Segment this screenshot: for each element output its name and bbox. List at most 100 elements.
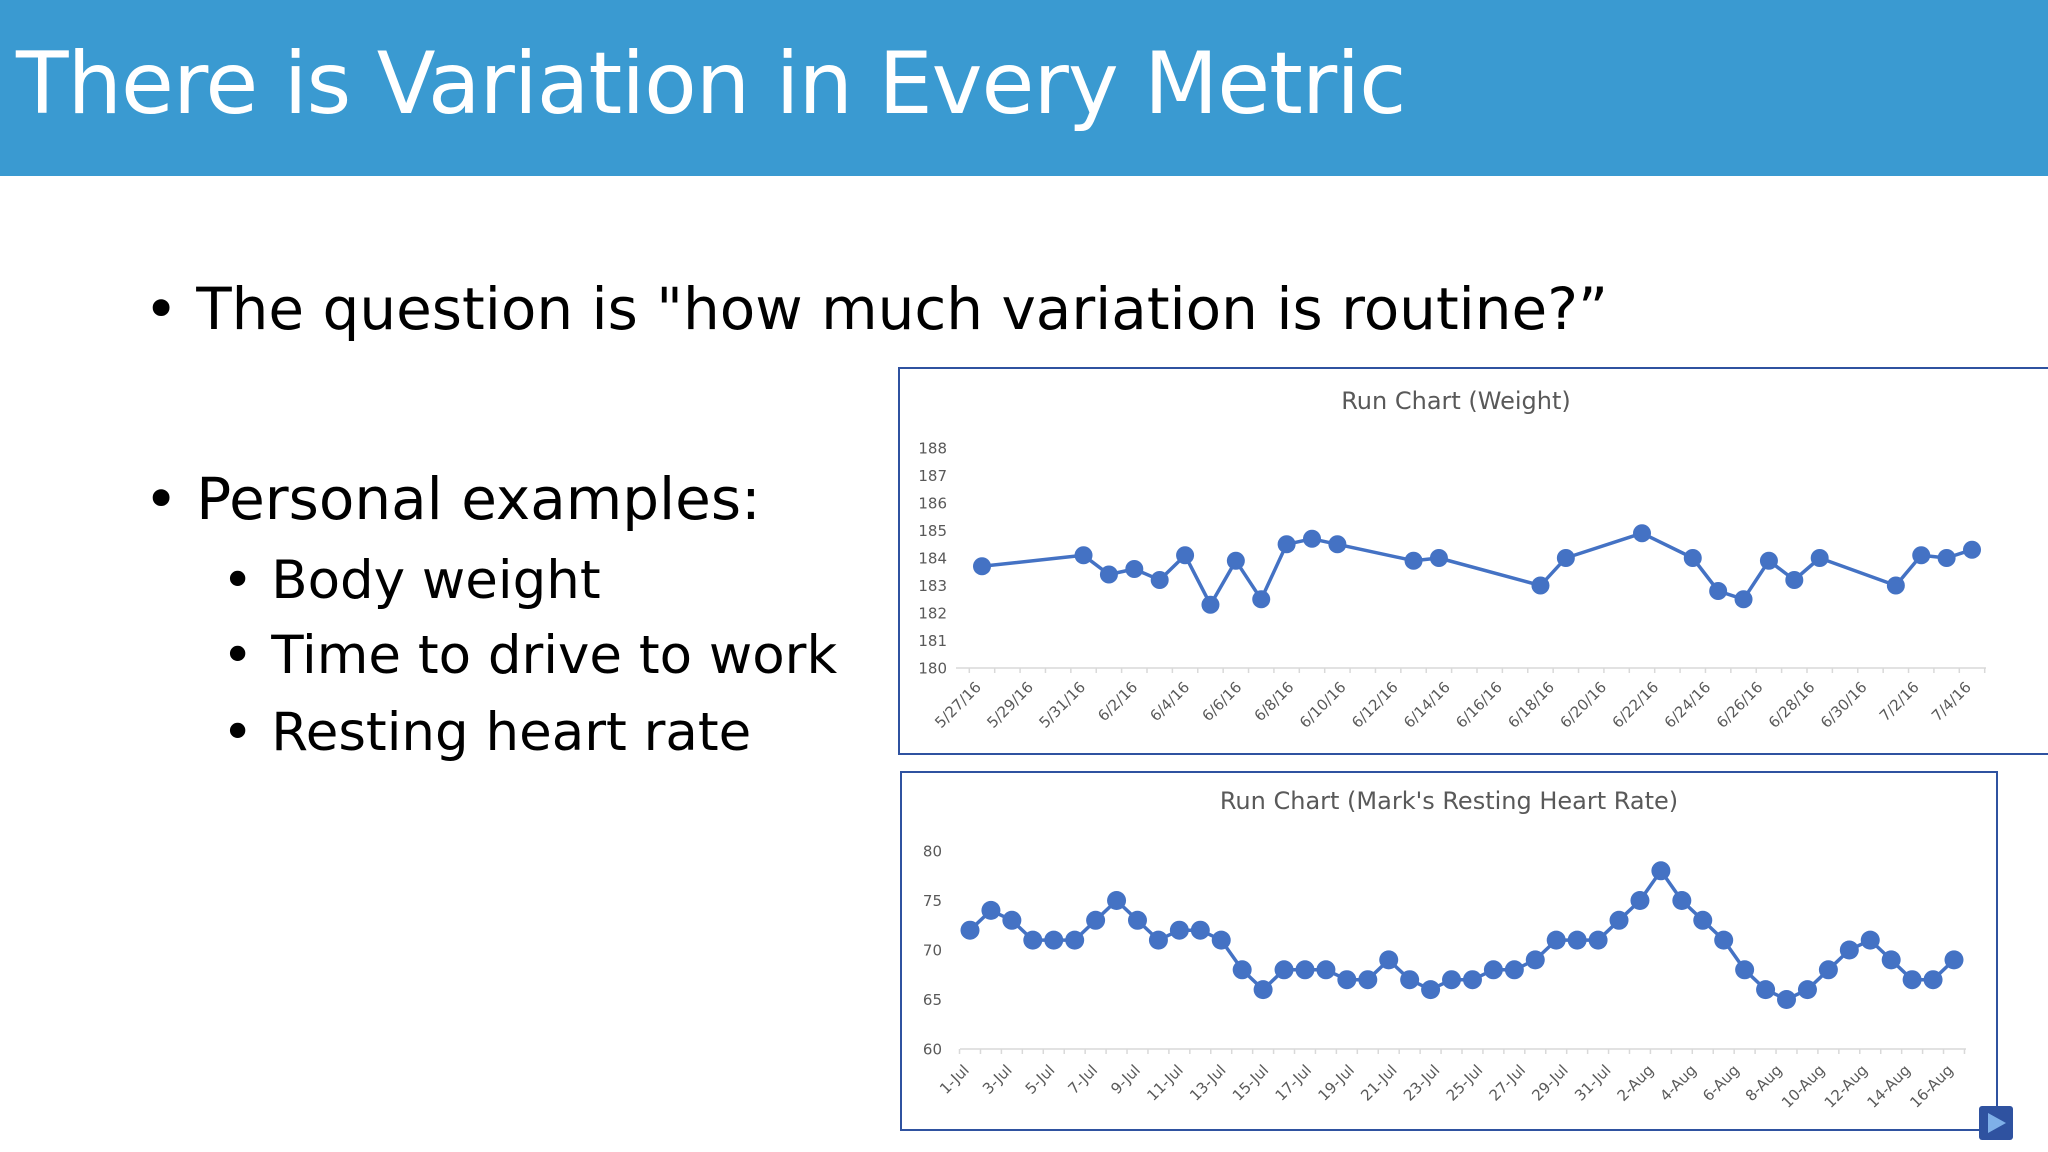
bullet-text: The question is "how much variation is r… <box>196 275 1609 343</box>
x-tick-label: 25-Jul <box>1443 1061 1486 1104</box>
data-point <box>1125 560 1144 578</box>
title-bar: There is Variation in Every Metric <box>0 0 2048 176</box>
x-tick-label: 12-Aug <box>1821 1061 1872 1112</box>
data-point <box>1065 930 1085 950</box>
data-point <box>1912 546 1931 565</box>
data-point <box>1127 910 1147 930</box>
slide-title: There is Variation in Every Metric <box>16 34 1406 134</box>
x-tick-label: 15-Jul <box>1229 1061 1272 1104</box>
x-tick-label: 6/22/16 <box>1609 678 1663 732</box>
data-point <box>1226 551 1245 570</box>
x-tick-label: 5/31/16 <box>1035 678 1089 732</box>
data-point <box>1169 920 1189 940</box>
x-tick-label: 10-Aug <box>1778 1061 1829 1112</box>
data-point <box>1148 930 1168 950</box>
x-tick-label: 6/8/16 <box>1251 678 1298 725</box>
data-point <box>1756 980 1776 1000</box>
data-point <box>1633 524 1651 543</box>
data-point <box>1099 565 1118 584</box>
data-point <box>1881 950 1901 970</box>
data-point <box>1074 546 1093 565</box>
data-point <box>1630 891 1650 910</box>
data-point <box>1709 582 1728 600</box>
data-point <box>1588 930 1608 950</box>
heart-rate-chart-svg: Run Chart (Mark's Resting Heart Rate) 60 6… <box>923 787 1966 1112</box>
x-tick-label: 11-Jul <box>1143 1061 1186 1104</box>
sub-bullet-drive-time: • Time to drive to work <box>222 625 837 686</box>
y-tick-label: 183 <box>918 577 947 595</box>
data-point <box>1714 930 1734 950</box>
data-point <box>1902 970 1922 990</box>
data-point <box>1504 960 1524 980</box>
data-point <box>1797 980 1817 1000</box>
x-tick-label: 7/2/16 <box>1876 678 1923 725</box>
data-point <box>1462 970 1482 990</box>
data-point <box>1328 535 1347 554</box>
data-point <box>1693 910 1713 930</box>
data-point <box>1785 571 1804 589</box>
chart-title: Run Chart (Mark's Resting Heart Rate) <box>1220 787 1678 815</box>
x-tick-label: 9-Jul <box>1107 1061 1144 1098</box>
x-tick-label: 6-Aug <box>1699 1061 1743 1105</box>
data-point <box>1735 960 1755 980</box>
y-tick-label: 65 <box>923 991 942 1009</box>
x-tick-label: 6/12/16 <box>1348 678 1402 732</box>
bullet-text: Body weight <box>271 550 601 611</box>
x-tick-label: 5/27/16 <box>931 678 985 732</box>
data-point <box>1274 960 1294 980</box>
bullet-personal-examples: • Personal examples: <box>144 465 761 533</box>
data-point <box>1303 529 1321 548</box>
x-tick-label: 27-Jul <box>1486 1061 1529 1104</box>
x-tick-label: 2-Aug <box>1614 1061 1658 1105</box>
y-tick-label: 80 <box>923 842 942 860</box>
y-tick-label: 184 <box>918 549 947 567</box>
x-tick-label: 6/2/16 <box>1094 678 1141 725</box>
x-tick-label: 6/6/16 <box>1198 678 1245 725</box>
data-point <box>1546 930 1566 950</box>
data-point <box>1252 590 1271 609</box>
data-point <box>1531 576 1550 595</box>
x-tick-label: 5-Jul <box>1022 1061 1059 1098</box>
bullet-text: Time to drive to work <box>271 625 838 686</box>
data-point <box>1201 595 1220 614</box>
weight-run-chart: Run Chart (Weight) 180 181 182 183 184 185 186 1… <box>898 367 2048 755</box>
y-tick-label: 186 <box>918 494 947 512</box>
data-point <box>1734 590 1753 609</box>
data-point <box>1944 950 1964 970</box>
play-icon <box>1988 1113 2006 1133</box>
data-point <box>1295 960 1315 980</box>
x-tick-label: 5/29/16 <box>983 678 1037 732</box>
x-tick-label: 6/14/16 <box>1400 678 1454 732</box>
heart-rate-run-chart: Run Chart (Mark's Resting Heart Rate) 60 6… <box>900 771 1998 1131</box>
sub-bullet-heart-rate: • Resting heart rate <box>222 702 751 763</box>
data-point <box>1023 930 1043 950</box>
data-point <box>1759 551 1778 570</box>
play-button[interactable] <box>1979 1106 2013 1140</box>
data-point <box>1211 930 1231 950</box>
sub-bullet-body-weight: • Body weight <box>222 550 601 611</box>
y-tick-label: 182 <box>918 604 947 622</box>
data-point <box>1404 551 1423 570</box>
bullet-dot: • <box>222 625 254 686</box>
data-point <box>1923 970 1943 990</box>
data-point <box>1400 970 1420 990</box>
x-tick-label: 6/10/16 <box>1296 678 1350 732</box>
data-point <box>1358 970 1378 990</box>
x-tick-label: 23-Jul <box>1400 1061 1443 1104</box>
data-point <box>1107 891 1127 910</box>
bullet-text: Personal examples: <box>196 465 761 533</box>
data-point <box>1337 970 1357 990</box>
x-tick-label: 16-Aug <box>1906 1061 1957 1112</box>
x-tick-label: 6/24/16 <box>1661 678 1715 732</box>
data-point <box>1002 910 1022 930</box>
x-tick-label: 13-Jul <box>1186 1061 1229 1104</box>
x-tick-label: 3-Jul <box>979 1061 1016 1098</box>
x-tick-label: 7/4/16 <box>1928 678 1975 725</box>
x-tick-label: 6/28/16 <box>1765 678 1819 732</box>
bullet-dot: • <box>222 702 254 763</box>
y-tick-label: 187 <box>918 467 947 485</box>
data-point <box>1525 950 1545 970</box>
bullet-dot: • <box>144 465 179 533</box>
data-point <box>1044 930 1064 950</box>
data-point <box>1176 546 1195 565</box>
